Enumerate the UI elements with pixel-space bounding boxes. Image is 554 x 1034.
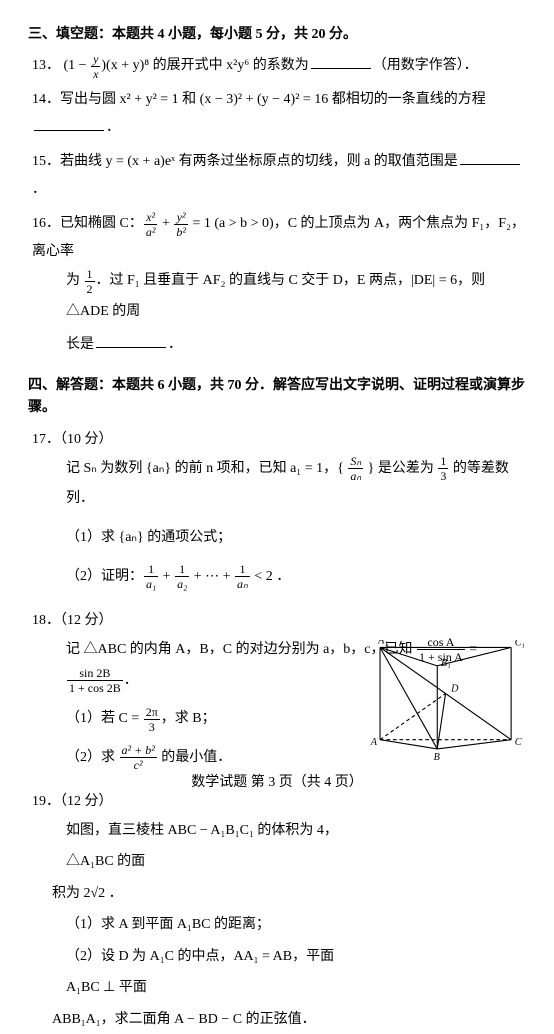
q14-blank <box>34 117 104 131</box>
q13-body-a: (1 − <box>64 58 91 73</box>
q18-l1b: ． <box>124 673 138 688</box>
q13-num: 13． <box>32 58 60 73</box>
q15: 15．若曲线 y = (x + a)eˣ 有两条过坐标原点的切线，则 a 的取值… <box>28 148 526 204</box>
q16-blank <box>96 334 166 348</box>
q18-c1d: 3 <box>144 720 160 733</box>
q18-p1a: （1）若 C = <box>66 711 143 726</box>
q17-t2d: a₂ <box>175 577 189 590</box>
svg-text:D: D <box>450 684 459 695</box>
q16-f2n: y² <box>174 211 188 225</box>
q16-plus: + <box>158 216 173 231</box>
q18-f2n: sin 2B <box>67 667 123 681</box>
q17-fr2d: 3 <box>438 469 448 482</box>
q19-p1: （1）求 A 到平面 A₁BC 的距离； <box>32 910 352 941</box>
q14: 14．写出与圆 x² + y² = 1 和 (x − 3)² + (y − 4)… <box>28 86 526 142</box>
page-footer: 数学试题 第 3 页（共 4 页） <box>0 772 554 794</box>
q19-l2: 积为 2√2 ． <box>32 880 352 908</box>
section4-header: 四、解答题：本题共 6 小题，共 70 分．解答应写出文字说明、证明过程或演算步… <box>28 375 526 420</box>
q13: 13． (1 − yx)(x + y)⁸ 的展开式中 x²y⁶ 的系数为 （用数字… <box>28 52 526 80</box>
svg-text:C: C <box>515 737 522 748</box>
q14-num: 14． <box>32 92 60 107</box>
q16-f1d: a² <box>144 225 158 238</box>
q17-plus2: + ⋯ + <box>190 569 234 584</box>
q16-f3n: 1 <box>85 268 95 282</box>
q18-c2d: c² <box>120 758 157 771</box>
q13-blank <box>311 55 371 69</box>
q17-t2n: 1 <box>175 563 189 577</box>
q17-frn: Sₙ <box>348 455 363 469</box>
q18-p1b: ，求 B； <box>161 711 216 726</box>
prism-figure: A B C A₁ B₁ C₁ D <box>369 640 524 760</box>
q16-l2a: 为 <box>66 273 84 288</box>
q13-body-b: )(x + y)⁸ 的展开式中 x²y⁶ 的系数为 <box>101 58 308 73</box>
q18-c2n: a² + b² <box>120 744 157 758</box>
q19-l1: 如图，直三棱柱 ABC − A₁B₁C₁ 的体积为 4，△A₁BC 的面 <box>32 816 352 878</box>
svg-text:C₁: C₁ <box>515 640 524 649</box>
q17-l1a: 记 Sₙ 为数列 {aₙ} 的前 n 项和，已知 a₁ = 1，{ <box>66 461 347 476</box>
q18-p2a: （2）求 <box>66 750 119 765</box>
q18-l1a: 记 △ABC 的内角 A，B，C 的对边分别为 a，b，c，已知 <box>66 642 416 657</box>
q16: 16．已知椭圆 C：x²a² + y²b² = 1 (a > b > 0)，C … <box>28 210 526 360</box>
q16-num: 16． <box>32 216 60 231</box>
q19: 19．（12 分） 如图，直三棱柱 ABC − A₁B₁C₁ 的体积为 4，△A… <box>28 788 526 1034</box>
q13-frac-n: y <box>91 53 100 67</box>
q16-l2b: ．过 F₁ 且垂直于 AF₂ 的直线与 C 交于 D，E 两点，|DE| = 6… <box>66 273 485 319</box>
q17-line1: 记 Sₙ 为数列 {aₙ} 的前 n 项和，已知 a₁ = 1，{ Sₙaₙ }… <box>32 454 526 516</box>
q15-num: 15． <box>32 154 60 169</box>
q19-p2: （2）设 D 为 A₁C 的中点，AA₁ = AB，平面 A₁BC ⊥ 平面 <box>32 942 352 1004</box>
q17-num: 17．（10 分） <box>32 426 526 454</box>
q13-frac-d: x <box>91 67 100 80</box>
q17-l1b: } 是公差为 <box>364 461 437 476</box>
q19-l3: ABB₁A₁，求二面角 A − BD − C 的正弦值． <box>32 1006 526 1034</box>
q16-f2d: b² <box>174 225 188 238</box>
q17-p1: （1）求 {aₙ} 的通项公式； <box>32 523 526 554</box>
q17-plus1: + <box>159 569 174 584</box>
q15-body: 若曲线 y = (x + a)eˣ 有两条过坐标原点的切线，则 a 的取值范围是 <box>60 154 458 169</box>
q18-num: 18．（12 分） <box>32 607 526 635</box>
q17-t3n: 1 <box>235 563 250 577</box>
q18-c1n: 2π <box>144 706 160 720</box>
q18-p2b: 的最小值． <box>158 750 232 765</box>
svg-text:A: A <box>370 737 378 748</box>
q16-f3d: 2 <box>85 282 95 295</box>
q16-tail: ． <box>168 337 182 352</box>
q14-body: 写出与圆 x² + y² = 1 和 (x − 3)² + (y − 4)² =… <box>60 92 486 107</box>
q17-t3d: aₙ <box>235 577 250 590</box>
q17-frd: aₙ <box>348 469 363 482</box>
q17-p2b: < 2 ． <box>251 569 290 584</box>
q17-p2: （2）证明：1a₁ + 1a₂ + ⋯ + 1aₙ < 2 ． <box>32 562 526 593</box>
q16-l1a: 已知椭圆 C： <box>60 216 143 231</box>
svg-text:B₁: B₁ <box>441 658 451 669</box>
q18-f2d: 1 + cos 2B <box>67 681 123 694</box>
q14-tail: ． <box>106 120 120 135</box>
section3-header: 三、填空题：本题共 4 小题，每小题 5 分，共 20 分。 <box>28 24 526 46</box>
q16-l3: 长是 <box>66 337 94 352</box>
q17: 17．（10 分） 记 Sₙ 为数列 {aₙ} 的前 n 项和，已知 a₁ = … <box>28 426 526 593</box>
q15-tail: ． <box>32 182 46 197</box>
q17-t1n: 1 <box>144 563 158 577</box>
q17-t1d: a₁ <box>144 577 158 590</box>
q16-line3: 长是 ． <box>32 330 526 361</box>
q16-f1n: x² <box>144 211 158 225</box>
q15-blank <box>460 151 520 165</box>
q16-line2: 为 12．过 F₁ 且垂直于 AF₂ 的直线与 C 交于 D，E 两点，|DE|… <box>32 266 526 328</box>
q17-fr2n: 1 <box>438 455 448 469</box>
q13-tail: （用数字作答）． <box>373 58 478 73</box>
svg-text:B: B <box>434 752 440 760</box>
q17-p2a: （2）证明： <box>66 569 143 584</box>
svg-text:A₁: A₁ <box>377 640 388 647</box>
